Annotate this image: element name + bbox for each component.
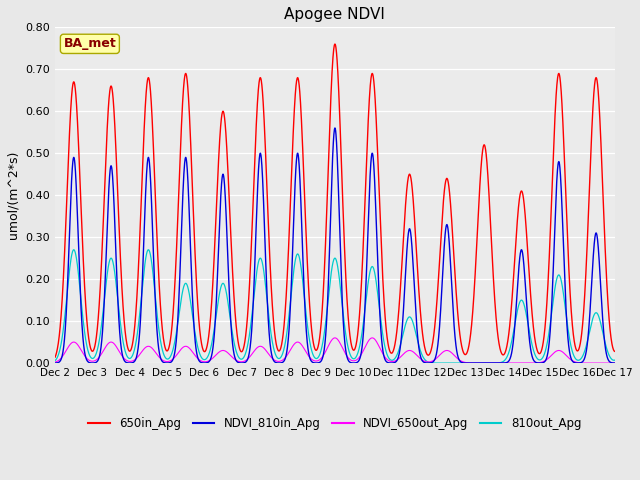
Y-axis label: umol/(m^2*s): umol/(m^2*s) (7, 151, 20, 240)
Legend: 650in_Apg, NDVI_810in_Apg, NDVI_650out_Apg, 810out_Apg: 650in_Apg, NDVI_810in_Apg, NDVI_650out_A… (84, 413, 586, 435)
Text: BA_met: BA_met (63, 37, 116, 50)
Title: Apogee NDVI: Apogee NDVI (285, 7, 385, 22)
